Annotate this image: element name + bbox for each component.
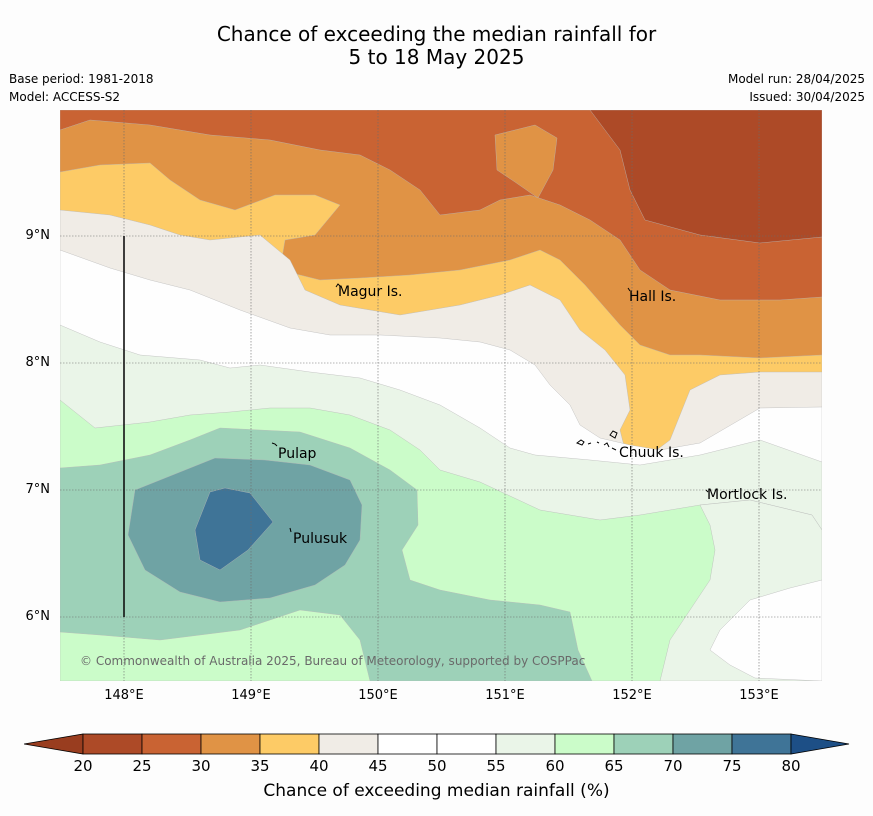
colorbar-tick-label: 75 (722, 757, 742, 775)
colorbar-tick-label: 70 (663, 757, 683, 775)
lat-label-6n: 6°N (25, 609, 51, 624)
colorbar (24, 733, 850, 755)
colorbar-cell (377, 733, 438, 755)
model-name: Model: ACCESS-S2 (9, 90, 121, 104)
colorbar-cell (495, 733, 556, 755)
lon-label-149e: 149°E (231, 688, 271, 703)
copyright-notice: © Commonwealth of Australia 2025, Bureau… (80, 654, 586, 668)
region-60-sw (60, 609, 371, 681)
meta-right: Model run: 28/04/2025 Issued: 30/04/2025 (728, 70, 865, 106)
island-shapes (271, 283, 709, 533)
colorbar-under-arrow (24, 733, 84, 755)
lon-label-148e: 148°E (104, 688, 144, 703)
map-title-line2: 5 to 18 May 2025 (348, 45, 525, 69)
colorbar-cell (672, 733, 733, 755)
chuuk-islands-shape (575, 430, 618, 451)
place-mortlock: Mortlock Is. (707, 487, 788, 503)
base-period: Base period: 1981-2018 (9, 72, 154, 86)
colorbar-tick-label: 60 (545, 757, 565, 775)
magur-island-shape (335, 283, 341, 288)
colorbar-tick-label: 40 (309, 757, 329, 775)
colorbar-cell (318, 733, 379, 755)
colorbar-cell (436, 733, 497, 755)
model-run: Model run: 28/04/2025 (727, 72, 865, 86)
colorbar-tick-label: 30 (191, 757, 211, 775)
place-magur: Magur Is. (338, 284, 403, 300)
lon-label-151e: 151°E (485, 688, 525, 703)
colorbar-tick-label: 55 (486, 757, 506, 775)
lat-label-8n: 8°N (25, 355, 51, 370)
hall-island-shape (627, 287, 631, 292)
place-pulusuk: Pulusuk (293, 531, 348, 547)
meta-left: Base period: 1981-2018 Model: ACCESS-S2 (9, 70, 154, 106)
lat-label-7n: 7°N (25, 482, 51, 497)
colorbar-tick-label: 25 (132, 757, 152, 775)
colorbar-cell (141, 733, 202, 755)
place-pulap: Pulap (278, 446, 317, 462)
mortlock-island-shape (705, 489, 709, 493)
colorbar-label: Chance of exceeding median rainfall (%) (263, 781, 610, 801)
colorbar-tick-label: 45 (368, 757, 388, 775)
region-30-island (494, 124, 558, 199)
map-title-line1: Chance of exceeding the median rainfall … (216, 22, 657, 46)
pulusuk-island-shape (289, 527, 292, 533)
colorbar-over-arrow (790, 733, 850, 755)
place-chuuk: Chuuk Is. (619, 445, 684, 461)
rainfall-map[interactable] (60, 110, 822, 681)
colorbar-cell (259, 733, 320, 755)
place-hall: Hall Is. (629, 289, 677, 305)
colorbar-tick-label: 35 (250, 757, 270, 775)
colorbar-cell (554, 733, 615, 755)
map-canvas (60, 110, 822, 681)
region-75 (194, 487, 274, 571)
lon-label-150e: 150°E (358, 688, 398, 703)
colorbar-tick-label: 50 (427, 757, 447, 775)
colorbar-cell (731, 733, 792, 755)
colorbar-cell (82, 733, 143, 755)
region-45-se (709, 579, 822, 681)
colorbar-tick-label: 20 (73, 757, 93, 775)
lon-label-153e: 153°E (739, 688, 779, 703)
issued-date: Issued: 30/04/2025 (749, 90, 865, 104)
colorbar-cell (200, 733, 261, 755)
lon-label-152e: 152°E (612, 688, 652, 703)
pulap-island-shape (271, 442, 278, 447)
lat-label-9n: 9°N (25, 228, 51, 243)
colorbar-tick-label: 80 (781, 757, 801, 775)
colorbar-cells (82, 733, 792, 755)
colorbar-tick-label: 65 (604, 757, 624, 775)
colorbar-cell (613, 733, 674, 755)
